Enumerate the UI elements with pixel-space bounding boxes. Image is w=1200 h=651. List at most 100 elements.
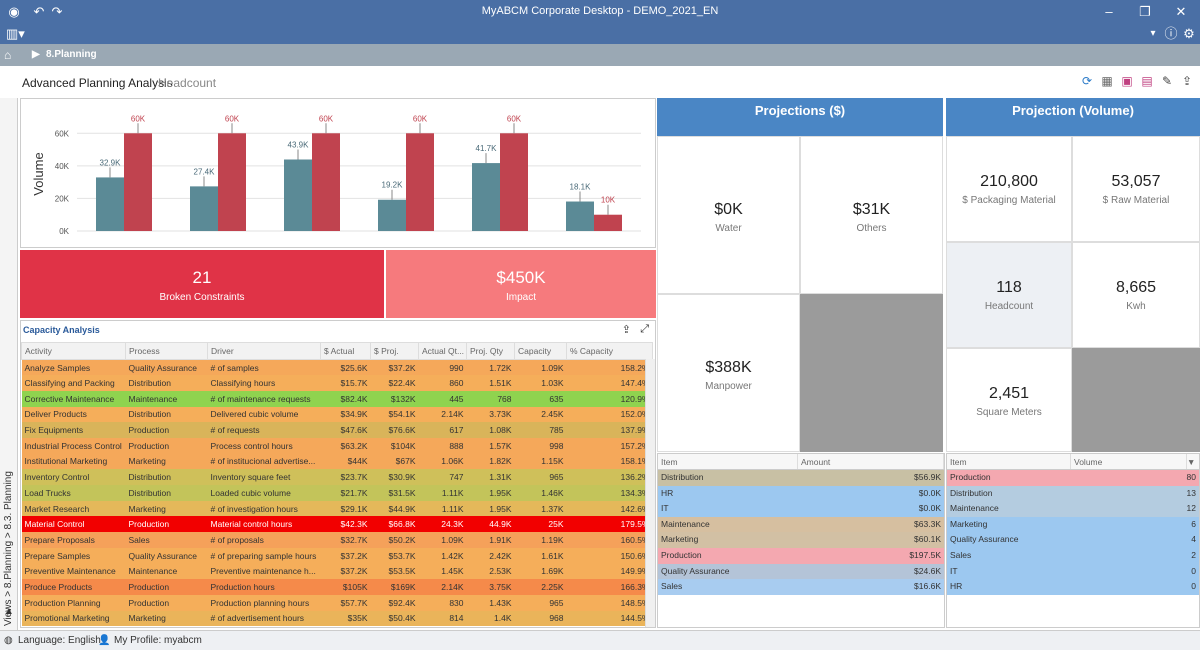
list-item[interactable]: Production 80 — [947, 470, 1199, 486]
refresh-icon[interactable]: ⟳ — [1081, 74, 1093, 88]
list-item[interactable]: HR $0.0K — [658, 485, 944, 502]
export-icon[interactable]: ⇪ — [621, 324, 631, 336]
list-item[interactable]: Distribution $56.9K — [658, 470, 944, 486]
vertical-scrollbar[interactable] — [645, 359, 655, 627]
list-item[interactable]: Marketing 6 — [947, 516, 1199, 533]
redo-icon[interactable]: ↷ — [51, 4, 63, 19]
table-cell: $66.8K — [388, 519, 416, 530]
list-item[interactable]: Maintenance 12 — [947, 501, 1199, 517]
impact-tile[interactable]: $450K Impact — [386, 250, 656, 318]
list-item[interactable]: Sales 2 — [947, 547, 1199, 564]
list-item[interactable]: IT $0.0K — [658, 501, 944, 517]
col-amount[interactable]: Amount — [798, 454, 944, 469]
list-item[interactable]: Sales $16.6K — [658, 579, 944, 595]
item-name: HR — [661, 487, 674, 498]
broken-constraints-tile[interactable]: 21 Broken Constraints — [20, 250, 384, 318]
column-header[interactable]: Process — [125, 342, 208, 360]
export-icon[interactable]: ⇪ — [1181, 74, 1193, 88]
table-row[interactable]: Analyze Samples Quality Assurance # of sam… — [21, 359, 653, 376]
y-axis-label: Volume — [31, 152, 46, 195]
column-header[interactable]: Actual Qt... — [418, 342, 467, 360]
breadcrumb[interactable]: 8.Planning — [46, 49, 97, 60]
list-item[interactable]: Marketing $60.1K — [658, 532, 944, 548]
list-item[interactable]: IT 0 — [947, 563, 1199, 580]
save-icon[interactable]: ▣ — [1121, 74, 1133, 88]
profile-label[interactable]: My Profile: myabcm — [114, 635, 202, 646]
col-volume[interactable]: Volume — [1071, 454, 1187, 469]
column-header[interactable]: $ Proj. — [370, 342, 419, 360]
kwh-tile[interactable]: 8,665 Kwh — [1072, 242, 1200, 348]
list-item[interactable]: Production $197.5K — [658, 547, 944, 564]
grid-icon[interactable]: ▦ — [1101, 74, 1113, 88]
table-row[interactable]: Classifying and Packing Distribution Class… — [21, 375, 653, 391]
table-cell: 814 — [449, 613, 464, 624]
manpower-tile[interactable]: $388K Manpower — [657, 294, 800, 452]
table-row[interactable]: Prepare Samples Quality Assurance # of pre… — [21, 547, 653, 564]
data-label: 60K — [225, 114, 240, 123]
table-row[interactable]: Load Trucks Distribution Loaded cubic volu… — [21, 485, 653, 501]
table-row[interactable]: Material Control Production Material contr… — [21, 516, 653, 533]
table-row[interactable]: Industrial Process Control Production Proc… — [21, 437, 653, 454]
close-icon[interactable]: ✕ — [1175, 4, 1187, 19]
table-row[interactable]: Prepare Proposals Sales # of proposals $32.… — [21, 532, 653, 548]
table-row[interactable]: Corrective Maintenance Maintenance # of ma… — [21, 390, 653, 407]
column-header[interactable]: Capacity — [514, 342, 567, 360]
packaging-tile[interactable]: 210,800 $ Packaging Material — [946, 136, 1072, 242]
column-header[interactable]: % Capacity — [566, 342, 653, 360]
table-cell: # of maintenance requests — [210, 393, 311, 404]
sort-desc-icon[interactable]: ▼ — [1187, 457, 1196, 467]
save-as-icon[interactable]: ▤ — [1141, 74, 1153, 88]
table-row[interactable]: Market Research Marketing # of investigati… — [21, 500, 653, 517]
minimize-icon[interactable]: – — [1105, 4, 1113, 19]
page-subtitle: Headcount — [158, 76, 217, 90]
bar — [566, 201, 594, 231]
table-cell: $25.6K — [340, 362, 368, 373]
language-label[interactable]: Language: English — [18, 635, 101, 646]
home-icon[interactable]: ⌂ — [4, 48, 12, 62]
app-logo-icon: ◉ — [8, 4, 20, 19]
column-header[interactable]: Proj. Qty — [466, 342, 515, 360]
water-tile[interactable]: $0K Water — [657, 136, 800, 294]
column-header[interactable]: Activity — [21, 342, 126, 360]
table-cell: $92.4K — [388, 597, 416, 608]
column-header[interactable]: Driver — [207, 342, 321, 360]
side-panel[interactable]: Views > 8.Planning > 8.3. Planning ▲ — [0, 98, 18, 630]
list-item[interactable]: Distribution 13 — [947, 485, 1199, 502]
list-item[interactable]: Quality Assurance 4 — [947, 532, 1199, 548]
y-tick-label: 40K — [55, 162, 70, 171]
col-item[interactable]: Item — [658, 454, 798, 469]
column-header[interactable]: $ Actual — [320, 342, 371, 360]
table-row[interactable]: Preventive Maintenance Maintenance Prevent… — [21, 563, 653, 580]
headcount-value: 118 — [996, 279, 1022, 296]
list-item[interactable]: HR 0 — [947, 579, 1199, 595]
table-row[interactable]: Promotional Marketing Marketing # of adver… — [21, 610, 653, 627]
others-tile[interactable]: $31K Others — [800, 136, 943, 294]
table-row[interactable]: Institutional Marketing Marketing # of ins… — [21, 453, 653, 470]
headcount-tile[interactable]: 118 Headcount — [946, 242, 1072, 348]
collapse-arrow-icon[interactable]: ▲ — [4, 606, 14, 617]
table-row[interactable]: Production Planning Production Production … — [21, 594, 653, 611]
fullscreen-icon[interactable]: ⤢ — [640, 323, 649, 335]
undo-icon[interactable]: ↶ — [33, 4, 45, 19]
col-item[interactable]: Item — [947, 454, 1071, 469]
table-cell: 785 — [549, 425, 564, 436]
raw-material-tile[interactable]: 53,057 $ Raw Material — [1072, 136, 1200, 242]
table-row[interactable]: Inventory Control Distribution Inventory s… — [21, 469, 653, 485]
dropdown-icon[interactable]: ▾ — [1150, 28, 1156, 39]
table-cell: 1.08K — [489, 425, 512, 436]
others-label: Others — [856, 223, 887, 234]
settings-gear-icon[interactable]: ⚙ — [1183, 26, 1195, 41]
edit-pencil-icon[interactable]: ✎ — [1161, 74, 1173, 88]
maximize-icon[interactable]: ❐ — [1139, 4, 1151, 19]
table-row[interactable]: Fix Equipments Production # of requests $47… — [21, 422, 653, 438]
status-bar: ◍ Language: English 👤 My Profile: myabcm — [0, 630, 1200, 650]
layout-menu-icon[interactable]: ▥▾ — [6, 26, 25, 41]
square-meters-tile[interactable]: 2,451 Square Meters — [946, 348, 1072, 452]
list-item[interactable]: Maintenance $63.3K — [658, 516, 944, 533]
item-value: 12 — [1186, 503, 1196, 514]
table-row[interactable]: Deliver Products Distribution Delivered cu… — [21, 406, 653, 423]
help-icon[interactable]: ⓘ — [1164, 26, 1178, 41]
list-item[interactable]: Quality Assurance $24.6K — [658, 563, 944, 580]
empty-tile — [800, 294, 943, 452]
table-row[interactable]: Produce Products Production Production hou… — [21, 579, 653, 595]
